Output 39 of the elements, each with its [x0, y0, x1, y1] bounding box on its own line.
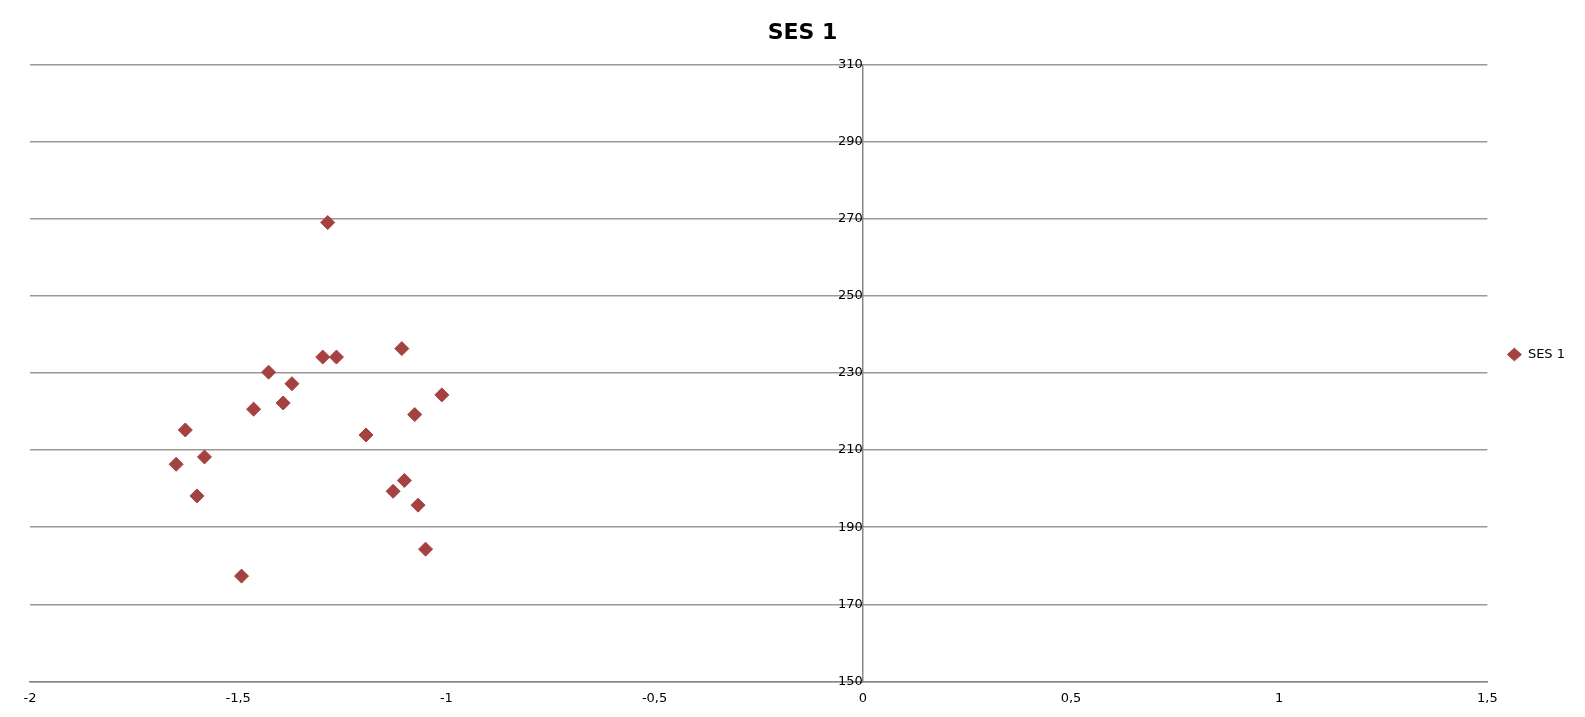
x-tick-label: -1: [439, 689, 453, 705]
chart-title: SES 1: [767, 18, 838, 44]
y-tick-label: 230: [837, 364, 863, 380]
point: [410, 497, 426, 513]
x-tick-label: 1: [1275, 689, 1284, 705]
y-tick-label: 150: [837, 672, 863, 688]
x-tick-label: -0,5: [641, 689, 668, 705]
point: [418, 541, 434, 557]
y-tick-label: 250: [837, 287, 863, 303]
point: [261, 364, 277, 380]
point: [328, 349, 344, 365]
point: [358, 427, 374, 443]
y-tick-label: 170: [837, 595, 863, 611]
y-tick-label: 290: [837, 132, 863, 148]
x-tick-label: 0: [858, 689, 867, 705]
y-tick-label: 270: [837, 210, 863, 226]
point: [196, 449, 212, 465]
y-tick-label: 190: [837, 518, 863, 534]
point: [234, 568, 250, 584]
point: [385, 483, 401, 499]
x-tick-label: 0,5: [1060, 689, 1082, 705]
point: [246, 401, 262, 417]
y-tick-label: 310: [837, 55, 863, 71]
point: [315, 349, 331, 365]
point: [320, 215, 336, 231]
point: [394, 341, 410, 357]
point: [407, 407, 423, 423]
legend-label: SES 1: [1527, 345, 1565, 361]
point: [168, 456, 184, 472]
x-tick-label: -1,5: [225, 689, 251, 705]
point: [275, 395, 291, 411]
point: [189, 488, 205, 504]
point: [284, 376, 300, 392]
y-tick-label: 210: [837, 441, 863, 457]
x-tick-label: -2: [23, 689, 37, 705]
point: [177, 422, 193, 438]
x-tick-label: 1,5: [1477, 689, 1498, 705]
point: [396, 472, 412, 488]
point: [434, 387, 450, 403]
